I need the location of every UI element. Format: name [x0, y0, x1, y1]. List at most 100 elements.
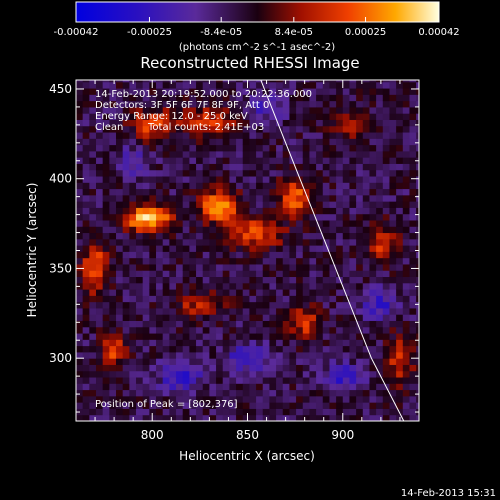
heatmap-cell: [389, 163, 397, 171]
heatmap-cell: [202, 138, 210, 146]
heatmap-cell: [96, 226, 104, 234]
heatmap-cell: [329, 282, 337, 290]
heatmap-cell: [336, 251, 344, 259]
heatmap-cell: [362, 219, 370, 227]
heatmap-cell: [216, 163, 224, 171]
heatmap-cell: [416, 176, 419, 183]
heatmap-cell: [162, 207, 170, 215]
heatmap-cell: [96, 377, 104, 384]
heatmap-cell: [356, 182, 364, 190]
heatmap-cell: [149, 295, 157, 303]
heatmap-cell: [402, 113, 410, 120]
heatmap-cell: [376, 314, 384, 321]
heatmap-cell: [202, 276, 210, 284]
heatmap-cell: [376, 295, 384, 303]
heatmap-cell: [249, 100, 257, 108]
heatmap-cell: [176, 157, 184, 164]
heatmap-cell: [169, 389, 177, 397]
heatmap-cell: [349, 289, 357, 296]
heatmap-cell: [149, 176, 157, 183]
heatmap-cell: [176, 125, 184, 133]
heatmap-cell: [396, 263, 404, 271]
heatmap-cell: [302, 226, 310, 234]
heatmap-cell: [242, 125, 250, 133]
heatmap-cell: [136, 219, 144, 227]
heatmap-cell: [342, 144, 350, 152]
heatmap-cell: [242, 232, 250, 240]
heatmap-cell: [136, 351, 144, 359]
heatmap-cell: [129, 169, 137, 177]
heatmap-cell: [122, 364, 130, 372]
heatmap-cell: [362, 169, 370, 177]
heatmap-cell: [342, 219, 350, 227]
heatmap-cell: [222, 201, 230, 208]
heatmap-cell: [316, 150, 324, 158]
heatmap-cell: [402, 80, 410, 83]
heatmap-cell: [269, 132, 277, 139]
heatmap-cell: [96, 157, 104, 164]
heatmap-cell: [389, 270, 397, 278]
heatmap-cell: [269, 119, 277, 127]
heatmap-cell: [182, 106, 190, 114]
heatmap-cell: [129, 339, 137, 347]
heatmap-cell: [336, 119, 344, 127]
heatmap-cell: [122, 106, 130, 114]
heatmap-cell: [136, 80, 144, 83]
heatmap-cell: [96, 370, 104, 378]
heatmap-cell: [176, 169, 184, 177]
heatmap-cell: [116, 213, 124, 221]
heatmap-cell: [136, 408, 144, 416]
heatmap-cell: [409, 106, 417, 114]
heatmap-cell: [136, 257, 144, 265]
heatmap-cell: [116, 194, 124, 202]
heatmap-cell: [256, 150, 264, 158]
heatmap-cell: [362, 138, 370, 146]
heatmap-cell: [76, 81, 84, 89]
heatmap-cell: [169, 270, 177, 278]
heatmap-cell: [149, 351, 157, 359]
y-tick-label: 450: [49, 82, 72, 96]
heatmap-cell: [136, 119, 144, 127]
heatmap-cell: [169, 414, 177, 421]
heatmap-cell: [182, 333, 190, 340]
heatmap-cell: [216, 295, 224, 303]
heatmap-cell: [156, 100, 164, 108]
heatmap-cell: [376, 113, 384, 120]
heatmap-cell: [396, 251, 404, 259]
heatmap-cell: [416, 94, 419, 102]
heatmap-cell: [282, 351, 290, 359]
heatmap-cell: [129, 238, 137, 246]
heatmap-cell: [376, 345, 384, 353]
heatmap-cell: [309, 125, 317, 133]
heatmap-cell: [156, 125, 164, 133]
heatmap-cell: [236, 232, 244, 240]
heatmap-cell: [216, 377, 224, 384]
heatmap-cell: [302, 377, 310, 384]
heatmap-cell: [176, 370, 184, 378]
heatmap-cell: [342, 307, 350, 315]
heatmap-cell: [402, 276, 410, 284]
heatmap-cell: [189, 257, 197, 265]
heatmap-cell: [336, 383, 344, 391]
heatmap-cell: [276, 194, 284, 202]
heatmap-cell: [322, 232, 330, 240]
heatmap-cell: [202, 182, 210, 190]
heatmap-cell: [322, 314, 330, 321]
heatmap-cell: [302, 320, 310, 328]
heatmap-cell: [296, 377, 304, 384]
heatmap-cell: [362, 383, 370, 391]
heatmap-cell: [416, 100, 419, 108]
heatmap-cell: [369, 245, 377, 252]
heatmap-cell: [149, 201, 157, 208]
heatmap-cell: [189, 263, 197, 271]
heatmap-cell: [362, 94, 370, 102]
heatmap-cell: [96, 270, 104, 278]
heatmap-cell: [376, 207, 384, 215]
heatmap-cell: [276, 163, 284, 171]
heatmap-cell: [396, 370, 404, 378]
heatmap-cell: [296, 80, 304, 83]
heatmap-cell: [309, 163, 317, 171]
heatmap-cell: [329, 138, 337, 146]
heatmap-cell: [249, 207, 257, 215]
heatmap-cell: [396, 144, 404, 152]
